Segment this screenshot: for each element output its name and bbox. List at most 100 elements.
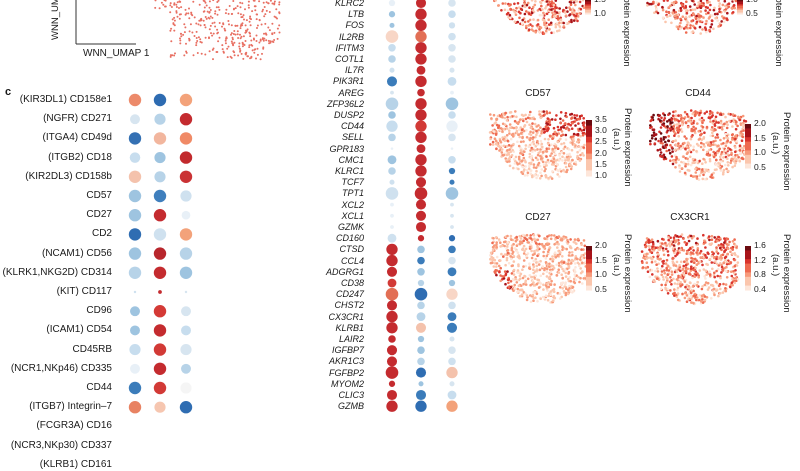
feature-point — [693, 261, 696, 265]
umap-point — [244, 24, 247, 27]
feature-point — [579, 134, 582, 138]
feature-point — [513, 20, 517, 24]
feature-point — [522, 156, 526, 160]
feature-point — [536, 238, 540, 242]
umap-point — [154, 6, 157, 9]
feature-point — [538, 268, 542, 272]
feature-point — [736, 124, 739, 128]
umap-point — [278, 11, 281, 14]
feature-point — [532, 265, 536, 269]
umap-point — [230, 33, 232, 36]
gene-dot — [450, 213, 454, 218]
feature-point — [580, 257, 584, 260]
feature-point — [714, 280, 718, 284]
umap-point — [247, 6, 250, 9]
feature-plot — [649, 109, 751, 181]
colorbar-label: Protein expression — [621, 0, 632, 67]
gene-dot — [386, 345, 398, 356]
feature-point — [712, 155, 716, 159]
umap-point — [176, 1, 179, 4]
feature-point — [512, 273, 516, 276]
feature-point — [566, 153, 569, 157]
umap-point — [263, 32, 265, 35]
colorbar-tick-label: 1.0 — [595, 170, 607, 180]
feature-point — [700, 287, 704, 291]
umap-point — [273, 31, 276, 34]
umap-point — [238, 42, 241, 45]
umap-point — [222, 23, 225, 26]
protein-dot — [179, 93, 193, 107]
gene-label: CD160 — [335, 233, 364, 244]
feature-point — [704, 241, 707, 244]
feature-point — [716, 19, 719, 22]
feature-point — [534, 135, 537, 139]
feature-point — [717, 24, 721, 28]
feature-point — [524, 279, 528, 283]
umap-point — [252, 37, 255, 40]
feature-point — [681, 292, 684, 296]
gene-label: LAIR2 — [338, 334, 364, 344]
feature-point — [735, 158, 738, 161]
feature-point — [697, 130, 700, 133]
colorbar-segment — [737, 0, 743, 2]
feature-point — [527, 20, 530, 23]
feature-point — [524, 144, 528, 147]
feature-point — [508, 155, 512, 159]
feature-point — [646, 1, 649, 5]
feature-point — [669, 144, 672, 147]
gene-label: AREG — [338, 87, 364, 98]
feature-point — [666, 279, 669, 282]
colorbar-tick-label: 1.0 — [754, 147, 766, 158]
gene-dot — [415, 154, 427, 166]
feature-point — [694, 270, 698, 273]
feature-plot-title: CD44 — [685, 88, 711, 99]
feature-point — [687, 239, 691, 243]
colorbar-segment — [586, 164, 592, 171]
umap-point — [179, 0, 182, 3]
umap-point — [276, 37, 279, 40]
feature-point — [693, 8, 697, 11]
umap-point — [227, 45, 230, 48]
feature-point — [539, 171, 542, 174]
feature-point — [667, 148, 671, 152]
feature-point — [682, 27, 686, 30]
feature-point — [713, 168, 717, 172]
feature-point — [694, 110, 697, 113]
umap-point — [187, 12, 190, 15]
feature-point — [645, 252, 648, 256]
feature-point — [514, 110, 517, 113]
colorbar-segment — [586, 250, 592, 256]
feature-point — [690, 297, 693, 301]
feature-point — [741, 132, 744, 136]
feature-point — [733, 6, 736, 10]
gene-dot — [417, 279, 425, 287]
feature-point — [536, 254, 539, 258]
feature-point — [707, 11, 710, 14]
feature-point — [495, 147, 498, 150]
feature-point — [656, 270, 660, 273]
feature-point — [508, 148, 511, 151]
colorbar-segment — [737, 11, 743, 14]
feature-point — [567, 148, 571, 151]
gene-dot — [415, 42, 427, 54]
feature-point — [538, 242, 541, 246]
feature-point — [573, 281, 577, 285]
colorbar-segment — [745, 246, 751, 251]
feature-point — [716, 133, 719, 136]
gene-dot — [447, 267, 457, 277]
feature-point — [579, 258, 582, 261]
umap-point — [249, 17, 251, 20]
feature-point — [568, 160, 572, 163]
gene-dot — [389, 179, 395, 185]
gene-dot — [449, 67, 455, 73]
umap-point — [212, 58, 214, 61]
feature-point — [554, 25, 558, 29]
feature-point — [574, 124, 577, 127]
umap-point — [173, 16, 176, 19]
feature-point — [549, 293, 552, 297]
feature-point — [530, 11, 534, 15]
umap-point — [245, 19, 248, 22]
colorbar-tick-label: 2.0 — [754, 118, 766, 128]
feature-point — [556, 163, 559, 166]
umap-point — [221, 44, 224, 47]
